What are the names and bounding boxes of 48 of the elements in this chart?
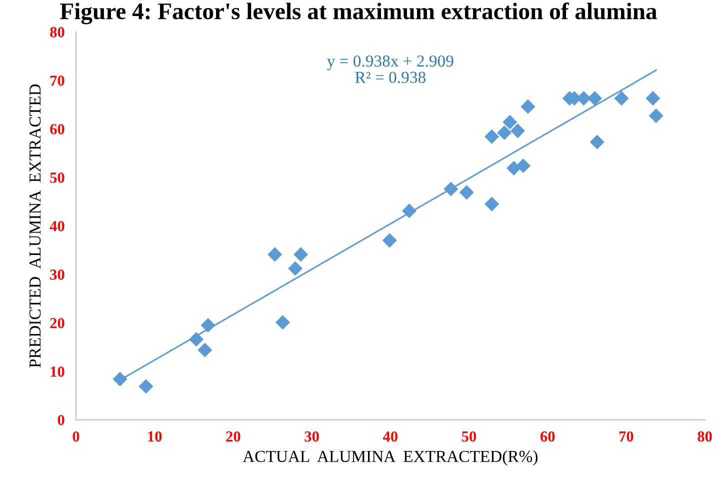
point bbox=[275, 315, 290, 330]
y-tick-label: 50 bbox=[50, 172, 64, 183]
point bbox=[188, 332, 204, 347]
x-axis-title: ACTUAL ALUMINA EXTRACTED(R%) bbox=[242, 450, 538, 466]
x-tick-label: 60 bbox=[540, 431, 555, 442]
y-tick-label: 20 bbox=[50, 318, 64, 328]
point bbox=[614, 91, 629, 106]
point bbox=[646, 91, 660, 106]
point bbox=[382, 233, 397, 248]
point bbox=[444, 182, 458, 196]
y-tick-label: 80 bbox=[50, 27, 64, 38]
point bbox=[648, 108, 664, 124]
y-tick-label: 30 bbox=[50, 269, 64, 280]
point bbox=[502, 114, 518, 130]
point bbox=[506, 160, 522, 176]
point bbox=[516, 158, 531, 174]
y-tick-label: 60 bbox=[50, 124, 64, 134]
x-tick-label: 40 bbox=[382, 431, 398, 442]
point bbox=[402, 204, 417, 218]
annotation: y = 0.938x + 2.909 R² = 0.938 bbox=[327, 55, 454, 84]
chart-title: Figure 4: Factor's levels at maximum extraction of alumina bbox=[60, 2, 657, 24]
y-axis-title: PREDICTED ALUMINA EXTRACTED bbox=[29, 84, 41, 368]
y-tick-label: 70 bbox=[50, 76, 64, 86]
point bbox=[484, 196, 500, 212]
y-tick-label: 40 bbox=[50, 221, 64, 232]
point bbox=[112, 372, 128, 386]
point bbox=[138, 379, 154, 394]
point bbox=[510, 124, 526, 138]
x-tick-label: 0 bbox=[72, 431, 80, 442]
point bbox=[294, 247, 308, 262]
x-tick-label: 70 bbox=[619, 431, 634, 442]
point bbox=[268, 247, 282, 262]
point bbox=[288, 261, 303, 276]
point bbox=[590, 134, 604, 150]
y-tick-label: 0 bbox=[58, 414, 64, 426]
x-tick-label: 20 bbox=[226, 431, 240, 442]
point bbox=[200, 318, 216, 333]
point bbox=[198, 342, 212, 358]
x-tick-label: 30 bbox=[304, 431, 319, 442]
point bbox=[497, 125, 512, 140]
x-tick-label: 50 bbox=[462, 431, 476, 442]
point bbox=[520, 99, 536, 114]
x-tick-label: 10 bbox=[148, 431, 162, 442]
y-tick-label: 10 bbox=[50, 366, 64, 377]
point bbox=[459, 185, 474, 200]
point bbox=[484, 129, 500, 144]
point bbox=[587, 91, 602, 106]
x-tick-label: 80 bbox=[698, 431, 712, 442]
